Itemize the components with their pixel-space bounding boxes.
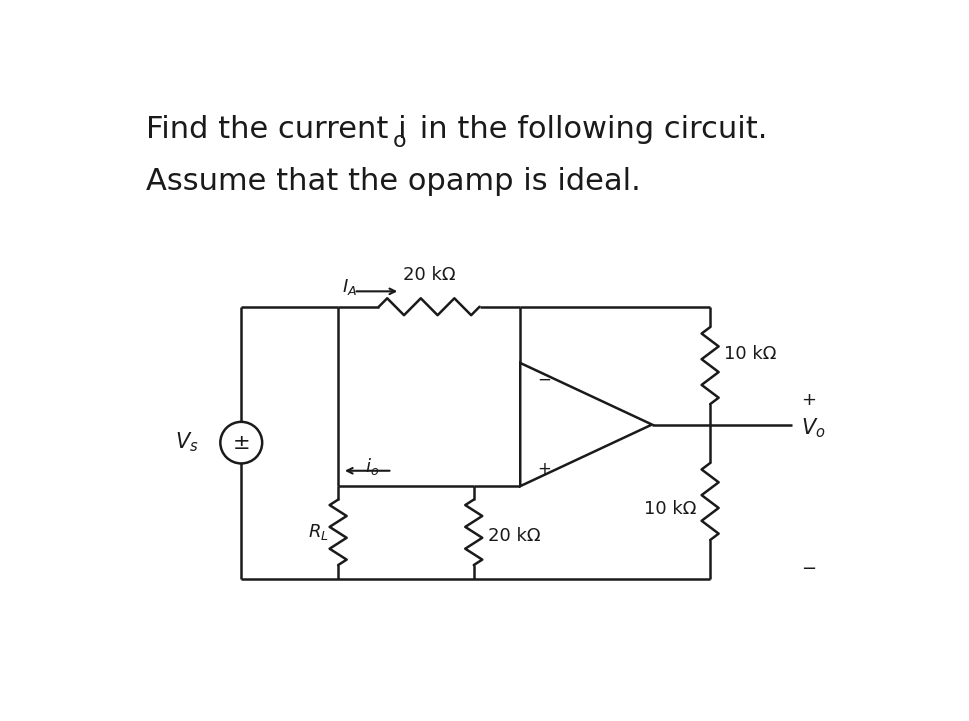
Text: $V_s$: $V_s$ xyxy=(175,431,199,454)
Text: in the following circuit.: in the following circuit. xyxy=(410,115,767,144)
Text: $R_L$: $R_L$ xyxy=(308,522,328,542)
Text: Find the current i: Find the current i xyxy=(146,115,407,144)
Text: Assume that the opamp is ideal.: Assume that the opamp is ideal. xyxy=(146,167,641,195)
Text: ±: ± xyxy=(233,433,250,453)
Text: $i_o$: $i_o$ xyxy=(365,456,380,477)
Text: −: − xyxy=(537,371,551,389)
Text: +: + xyxy=(800,391,816,409)
Text: 20 kΩ: 20 kΩ xyxy=(403,265,455,283)
Text: o: o xyxy=(392,131,406,151)
Text: $V_o$: $V_o$ xyxy=(800,417,826,441)
Text: 20 kΩ: 20 kΩ xyxy=(487,527,540,545)
Text: +: + xyxy=(537,460,551,478)
Text: $I_A$: $I_A$ xyxy=(342,278,357,298)
Text: 10 kΩ: 10 kΩ xyxy=(724,345,776,363)
Text: 10 kΩ: 10 kΩ xyxy=(643,500,696,518)
Text: −: − xyxy=(800,560,816,578)
